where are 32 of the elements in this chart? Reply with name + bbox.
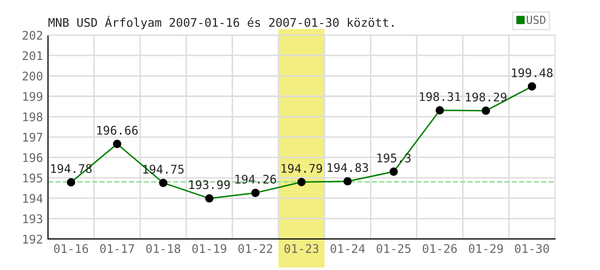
data-label: 194.83 — [328, 163, 368, 172]
legend-label: USD — [526, 16, 546, 24]
data-label: 199.48 — [512, 68, 553, 78]
y-tick-label: 198 — [23, 112, 42, 122]
chart-title: MNB USD Árfolyam 2007-01-16 és 2007-01-30 között. — [48, 16, 394, 30]
x-tick-label: 01-16 — [54, 244, 88, 254]
y-tick-label: 202 — [22, 30, 42, 40]
x-tick-label: 01-29 — [468, 244, 503, 254]
y-tick-label: 199 — [23, 92, 42, 101]
x-tick-label: 01-26 — [422, 244, 457, 254]
data-label: 196.66 — [97, 126, 138, 135]
x-tick-label: 01-24 — [330, 244, 365, 254]
y-tick-label: 192 — [23, 234, 42, 244]
data-label: 194.26 — [236, 174, 276, 184]
y-tick-label: 197 — [23, 132, 42, 142]
y-tick-label: 193 — [23, 214, 42, 224]
y-tick-label: 196 — [23, 153, 42, 162]
data-label: 194.79 — [282, 164, 322, 173]
y-tick-label: 194 — [23, 194, 43, 203]
data-label: 198.29 — [466, 92, 506, 102]
x-tick-label: 01-19 — [192, 244, 226, 254]
x-tick-label: 01-30 — [514, 244, 549, 254]
x-tick-label: 01-17 — [100, 244, 134, 254]
x-tick-label: 01-23 — [284, 244, 318, 254]
y-tick-label: 195 — [23, 174, 42, 182]
data-label: 198.31 — [420, 92, 460, 102]
x-tick-label: 01-25 — [376, 244, 411, 254]
y-tick-label: 201 — [22, 51, 42, 60]
y-tick-label: 200 — [22, 72, 42, 81]
x-tick-label: 01-18 — [146, 244, 180, 254]
x-tick-label: 01-22 — [238, 244, 272, 254]
data-label: 193.99 — [189, 180, 230, 190]
